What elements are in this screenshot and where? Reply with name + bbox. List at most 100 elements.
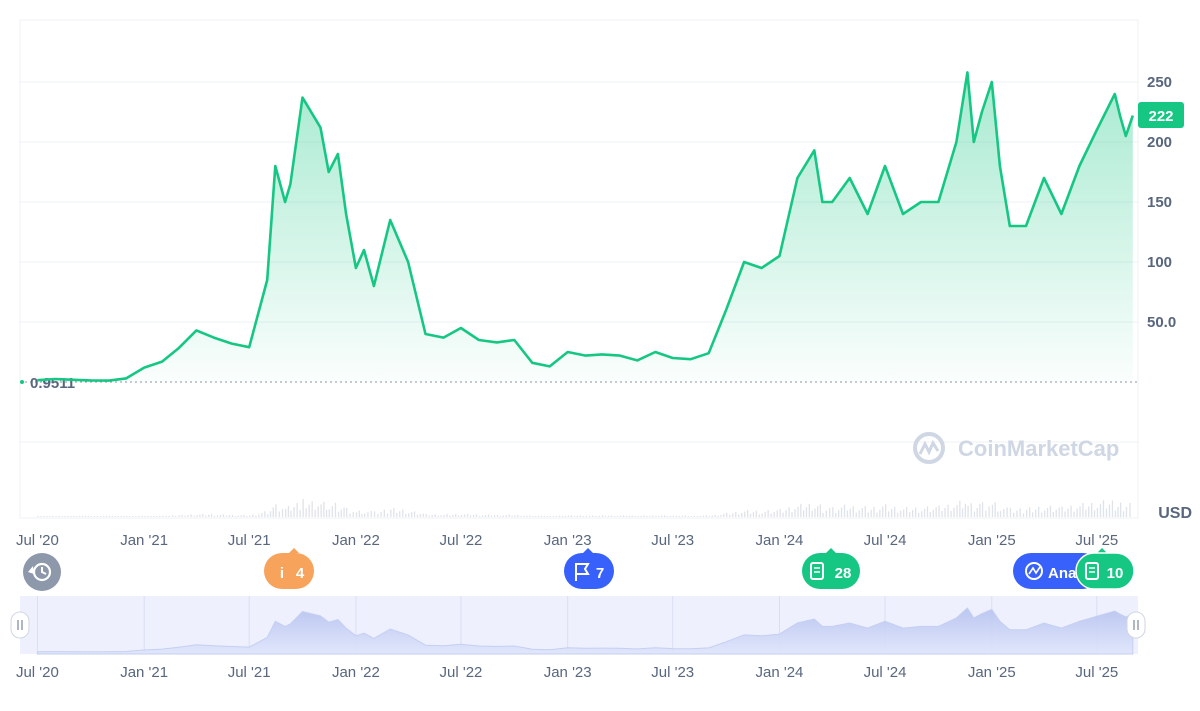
volume-bar	[469, 515, 472, 517]
volume-bar	[631, 515, 633, 517]
volume-bar	[595, 516, 597, 517]
cmc-logo-icon	[913, 432, 945, 464]
volume-bar	[58, 516, 60, 517]
volume-bar	[96, 516, 99, 517]
navigator-tick-label: Jan '25	[968, 664, 1016, 681]
volume-bar	[1022, 513, 1025, 517]
volume-bar	[317, 506, 319, 517]
analysis-icon	[1025, 562, 1043, 580]
volume-bar	[628, 515, 630, 517]
volume-bar	[111, 516, 113, 517]
volume-bar	[1102, 500, 1105, 517]
volume-bar	[399, 511, 401, 517]
volume-bar	[749, 513, 752, 517]
volume-bar	[64, 516, 66, 517]
volume-bar	[846, 510, 849, 517]
volume-bar	[619, 515, 622, 517]
volume-bar	[141, 516, 143, 517]
volume-bar	[535, 516, 537, 517]
volume-bar	[314, 509, 316, 517]
volume-bar	[452, 514, 454, 517]
volume-bar	[1006, 507, 1008, 517]
volume-bar	[979, 504, 981, 517]
range-navigator[interactable]	[10, 596, 1146, 655]
volume-bar	[1082, 502, 1084, 517]
volume-bar	[652, 515, 654, 517]
volume-bar	[105, 516, 108, 517]
volume-bar	[932, 509, 934, 517]
volume-bar	[976, 508, 978, 517]
flag-icon	[575, 563, 590, 581]
volume-bar	[867, 512, 869, 517]
volume-bar	[997, 511, 999, 517]
volume-bar	[1035, 509, 1037, 517]
volume-bar	[959, 500, 961, 517]
volume-bar	[428, 515, 430, 517]
marker-info[interactable]: i 4	[264, 548, 314, 589]
volume-bar	[1108, 504, 1111, 517]
baseline-dot	[20, 380, 24, 384]
volume-bar	[187, 515, 189, 517]
volume-bar	[37, 516, 39, 517]
volume-bar	[49, 516, 51, 517]
volume-bar	[440, 515, 442, 517]
history-button[interactable]	[23, 553, 61, 591]
volume-bar	[649, 515, 651, 517]
volume-bar	[805, 507, 808, 517]
volume-bar	[99, 516, 102, 517]
volume-bar	[573, 516, 575, 517]
volume-bar	[592, 515, 594, 517]
x-tick-label: Jan '21	[120, 532, 168, 549]
volume-bar	[144, 516, 146, 517]
volume-bar	[882, 506, 884, 517]
volume-bar	[1073, 511, 1075, 517]
x-tick-label: Jul '25	[1075, 532, 1118, 549]
volume-bar	[196, 515, 198, 517]
volume-bar	[408, 513, 410, 517]
marker-document-2[interactable]: 10	[1075, 548, 1135, 590]
volume-bar	[779, 509, 781, 517]
volume-bar	[502, 515, 504, 517]
volume-bar	[147, 516, 149, 517]
volume-bar	[961, 508, 964, 517]
volume-bar	[156, 516, 158, 517]
volume-bar	[222, 514, 225, 517]
x-tick-label: Jan '24	[755, 532, 803, 549]
navigator-handle-right[interactable]	[1126, 611, 1146, 639]
volume-bar	[720, 514, 722, 517]
volume-bar	[383, 509, 385, 517]
volume-bar	[576, 515, 578, 517]
volume-bar	[311, 501, 313, 517]
volume-bar	[373, 511, 376, 517]
volume-bar	[1129, 503, 1131, 517]
volume-bar	[1093, 510, 1096, 517]
volume-bar	[1046, 508, 1049, 517]
volume-bar	[912, 509, 914, 517]
marker-flag[interactable]: 7	[564, 548, 614, 589]
volume-bar	[819, 504, 821, 517]
volume-bar	[726, 512, 728, 517]
volume-bar	[529, 515, 531, 517]
volume-bar	[261, 513, 263, 517]
volume-bar	[213, 516, 216, 517]
volume-bar	[985, 510, 987, 517]
volume-bar	[511, 515, 513, 517]
navigator-tick-label: Jul '24	[864, 664, 907, 681]
volume-bar	[973, 511, 976, 517]
volume-bar	[864, 506, 866, 517]
volume-bar	[714, 514, 716, 517]
navigator-handle-left[interactable]	[10, 611, 30, 639]
volume-bar	[496, 514, 499, 517]
volume-bar	[237, 515, 239, 517]
volume-bar	[1070, 505, 1072, 517]
navigator-tick-label: Jan '21	[120, 664, 168, 681]
volume-bar	[669, 515, 672, 517]
marker-document[interactable]: 28	[802, 548, 860, 589]
volume-bar	[135, 516, 137, 517]
volume-bar	[349, 513, 351, 517]
volume-bar	[460, 515, 463, 517]
navigator-tick-label: Jan '23	[544, 664, 592, 681]
volume-bar	[918, 513, 920, 517]
document-icon	[1085, 562, 1099, 580]
y-tick-label: 100	[1147, 254, 1172, 271]
